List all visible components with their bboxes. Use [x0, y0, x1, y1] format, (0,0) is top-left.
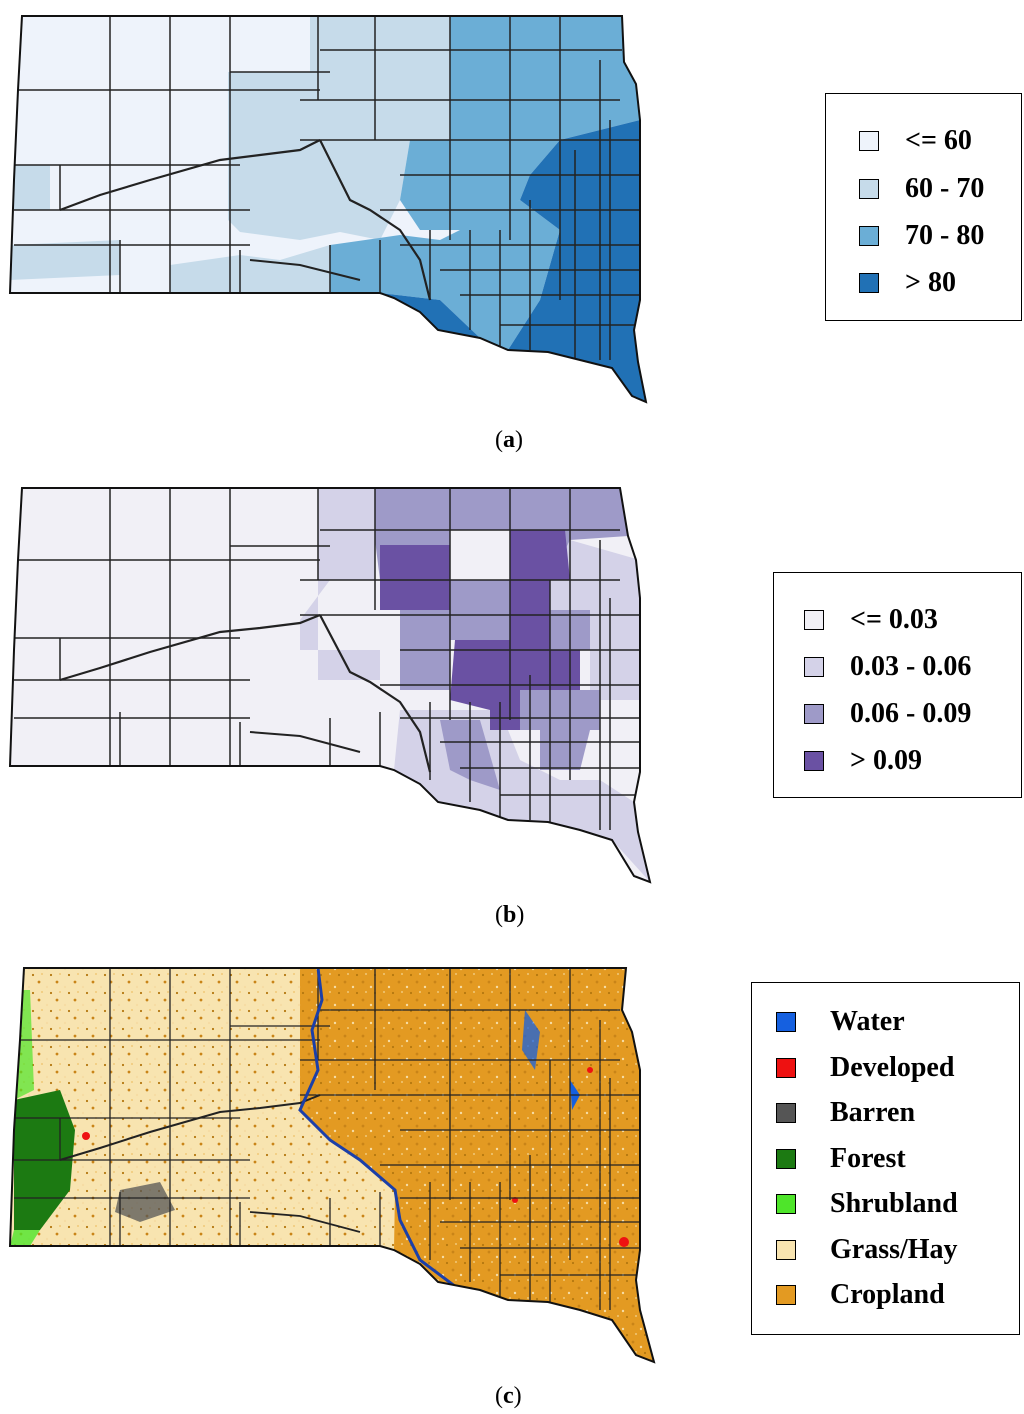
- legend-c-label: Barren: [830, 1097, 916, 1128]
- legend-b-swatch: [804, 610, 824, 630]
- legend-a: <= 60 60 - 70 70 - 80 > 80: [825, 93, 1022, 321]
- legend-c: Water Developed Barren Forest Shrubland …: [751, 982, 1020, 1335]
- legend-b-item: 0.03 - 0.06: [774, 653, 1021, 681]
- legend-c-swatch: [776, 1240, 796, 1260]
- caption-a-letter: a: [503, 427, 515, 453]
- legend-b: <= 0.03 0.03 - 0.06 0.06 - 0.09 > 0.09: [773, 572, 1022, 798]
- map-c: [0, 960, 680, 1370]
- legend-c-swatch: [776, 1103, 796, 1123]
- legend-b-swatch: [804, 751, 824, 771]
- caption-b-letter: b: [503, 902, 517, 928]
- legend-a-label: <= 60: [905, 125, 972, 156]
- legend-c-label: Water: [830, 1006, 905, 1037]
- map-a-counties: [10, 16, 646, 402]
- legend-b-label: <= 0.03: [850, 604, 938, 635]
- legend-c-label: Forest: [830, 1143, 906, 1174]
- map-a-svg: [9, 15, 647, 403]
- legend-c-swatch: [776, 1058, 796, 1078]
- map-a: [0, 0, 680, 410]
- map-a-borders: [14, 16, 640, 360]
- caption-b: (b): [495, 902, 525, 928]
- legend-c-label: Shrubland: [830, 1188, 958, 1219]
- legend-b-item: <= 0.03: [774, 606, 1021, 634]
- legend-a-swatch: [859, 226, 879, 246]
- legend-c-swatch: [776, 1149, 796, 1169]
- legend-a-label: 70 - 80: [905, 220, 985, 251]
- legend-c-item: Shrubland: [752, 1190, 1019, 1218]
- legend-c-swatch: [776, 1285, 796, 1305]
- legend-a-swatch: [859, 273, 879, 293]
- legend-b-item: > 0.09: [774, 747, 1021, 775]
- legend-c-item: Water: [752, 1008, 1019, 1036]
- missouri-river: [298, 968, 481, 1302]
- legend-a-swatch: [859, 179, 879, 199]
- legend-b-swatch: [804, 657, 824, 677]
- legend-c-item: Grass/Hay: [752, 1236, 1019, 1264]
- legend-b-swatch: [804, 704, 824, 724]
- legend-c-label: Developed: [830, 1052, 955, 1083]
- map-c-svg: [9, 967, 655, 1363]
- legend-c-label: Cropland: [830, 1279, 945, 1310]
- legend-a-swatch: [859, 131, 879, 151]
- legend-b-label: > 0.09: [850, 745, 922, 776]
- legend-b-label: 0.03 - 0.06: [850, 651, 972, 682]
- map-b-svg: [9, 487, 651, 883]
- legend-b-item: 0.06 - 0.09: [774, 700, 1021, 728]
- legend-c-item: Cropland: [752, 1281, 1019, 1309]
- legend-a-item: > 80: [826, 269, 1021, 297]
- caption-c: (c): [495, 1383, 522, 1409]
- map-b: [0, 480, 680, 890]
- legend-a-item: 60 - 70: [826, 175, 1021, 203]
- map-b-borders: [14, 488, 640, 830]
- legend-a-item: 70 - 80: [826, 222, 1021, 250]
- legend-c-label: Grass/Hay: [830, 1234, 958, 1265]
- legend-c-swatch: [776, 1012, 796, 1032]
- legend-c-item: Barren: [752, 1099, 1019, 1127]
- legend-a-label: > 80: [905, 267, 956, 298]
- legend-c-item: Forest: [752, 1145, 1019, 1173]
- caption-c-letter: c: [503, 1383, 514, 1409]
- legend-a-item: <= 60: [826, 127, 1021, 155]
- legend-c-swatch: [776, 1194, 796, 1214]
- legend-c-item: Developed: [752, 1054, 1019, 1082]
- caption-a: (a): [495, 427, 523, 453]
- legend-b-label: 0.06 - 0.09: [850, 698, 972, 729]
- legend-a-label: 60 - 70: [905, 173, 985, 204]
